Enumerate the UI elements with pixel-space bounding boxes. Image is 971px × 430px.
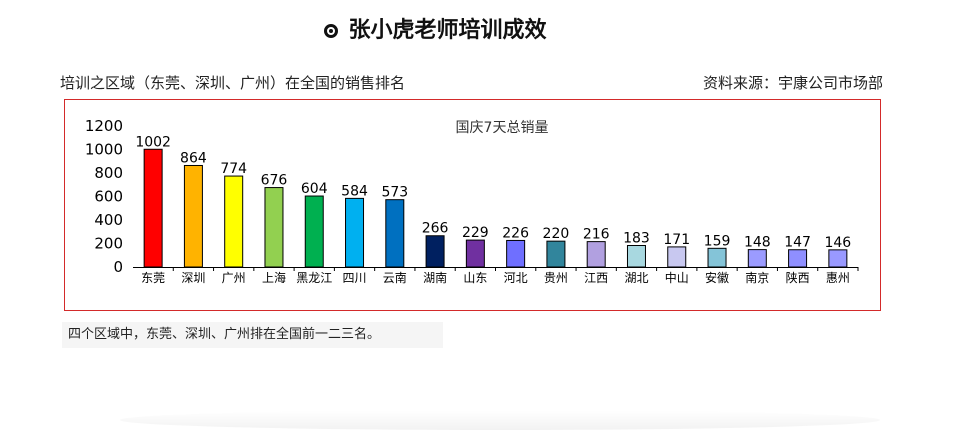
x-axis: 东莞 深圳 广州 上海 黑龙江 四川 云南 湖南 山东 河北 贵州 江西 湖北 中山 安徽 南京 陕西 惠州 [133, 267, 859, 285]
x-tick-label: 广州 [222, 271, 246, 285]
bar-山东 [465, 239, 485, 268]
bar-陕西 [788, 249, 808, 268]
x-tick-label: 四川 [343, 271, 367, 285]
bar-贵州 [546, 240, 566, 268]
bar-惠州 [828, 249, 848, 268]
data-label: 676 [261, 173, 288, 189]
x-tick-label: 南京 [745, 270, 769, 285]
data-label: 216 [583, 227, 610, 243]
data-label: 774 [220, 161, 247, 177]
data-source: 资料来源：宇康公司市场部 [702, 74, 883, 92]
data-label: 171 [663, 232, 690, 248]
data-label: 584 [341, 183, 368, 199]
chart-frame: 国庆7天总销量 0 200 400 600 800 1000 1200 1002 864 774… [64, 99, 881, 311]
data-label: 864 [180, 150, 207, 166]
data-label: 183 [623, 230, 650, 246]
bar-四川 [345, 197, 365, 268]
bar-湖南 [425, 235, 445, 268]
page-title: 张小虎老师培训成效 [0, 12, 871, 44]
data-label: 147 [784, 235, 811, 251]
y-axis: 0 200 400 600 800 1000 1200 [85, 117, 123, 276]
x-tick-label: 上海 [262, 270, 286, 285]
bar-上海 [264, 187, 284, 268]
x-tick-label: 贵州 [544, 271, 568, 285]
y-tick-label: 200 [94, 235, 123, 253]
data-label: 226 [502, 225, 529, 241]
y-tick-label: 800 [94, 164, 123, 182]
x-tick-label: 中山 [665, 270, 689, 285]
x-tick-label: 安徽 [705, 270, 729, 285]
bottom-shadow [120, 410, 880, 430]
x-tick-label: 山东 [463, 271, 487, 285]
x-tick-label: 河北 [504, 271, 528, 285]
target-icon [324, 24, 339, 38]
data-label: 573 [381, 185, 408, 201]
x-tick-label: 惠州 [826, 271, 850, 285]
x-tick-label: 深圳 [181, 271, 205, 285]
chart-title: 国庆7天总销量 [456, 120, 549, 136]
x-tick-label: 江西 [584, 271, 608, 285]
bar-黑龙江 [304, 195, 324, 268]
summary-note: 四个区域中，东莞、深圳、广州排在全国前一二三名。 [62, 322, 443, 348]
y-tick-label: 0 [113, 258, 123, 276]
data-label: 229 [462, 225, 489, 241]
data-label: 159 [704, 233, 731, 249]
bar-湖北 [626, 244, 646, 268]
page-title-text: 张小虎老师培训成效 [348, 18, 547, 43]
bar-南京 [747, 249, 767, 268]
bar-云南 [385, 199, 405, 268]
data-label: 266 [422, 221, 449, 237]
bar-中山 [667, 246, 687, 268]
data-label: 148 [744, 235, 771, 251]
bars-group: 1002 864 774 676 604 584 573 266 229 226 220 216 183… [135, 134, 851, 268]
bar-河北 [506, 239, 526, 268]
x-tick-label: 湖北 [624, 270, 648, 285]
data-label: 220 [543, 226, 570, 242]
y-tick-label: 600 [94, 188, 123, 206]
bar-东莞 [143, 148, 163, 268]
chart-subtitle: 培训之区域（东莞、深圳、广州）在全国的销售排名 [60, 74, 406, 92]
y-tick-label: 400 [94, 211, 123, 229]
bar-深圳 [183, 164, 203, 268]
y-tick-label: 1000 [85, 141, 123, 159]
y-tick-label: 1200 [85, 117, 123, 135]
data-label: 604 [301, 181, 328, 197]
x-tick-label: 陕西 [786, 270, 810, 285]
data-label: 1002 [135, 134, 171, 150]
x-tick-label: 云南 [383, 270, 407, 285]
x-tick-label: 东莞 [141, 271, 165, 285]
sales-bar-chart: 国庆7天总销量 0 200 400 600 800 1000 1200 1002 864 774… [85, 117, 859, 285]
bar-广州 [224, 175, 244, 268]
bar-江西 [586, 241, 606, 268]
data-label: 146 [824, 235, 851, 251]
x-tick-label: 湖南 [423, 270, 447, 285]
x-tick-label: 黑龙江 [296, 271, 332, 285]
bar-安徽 [707, 247, 727, 268]
